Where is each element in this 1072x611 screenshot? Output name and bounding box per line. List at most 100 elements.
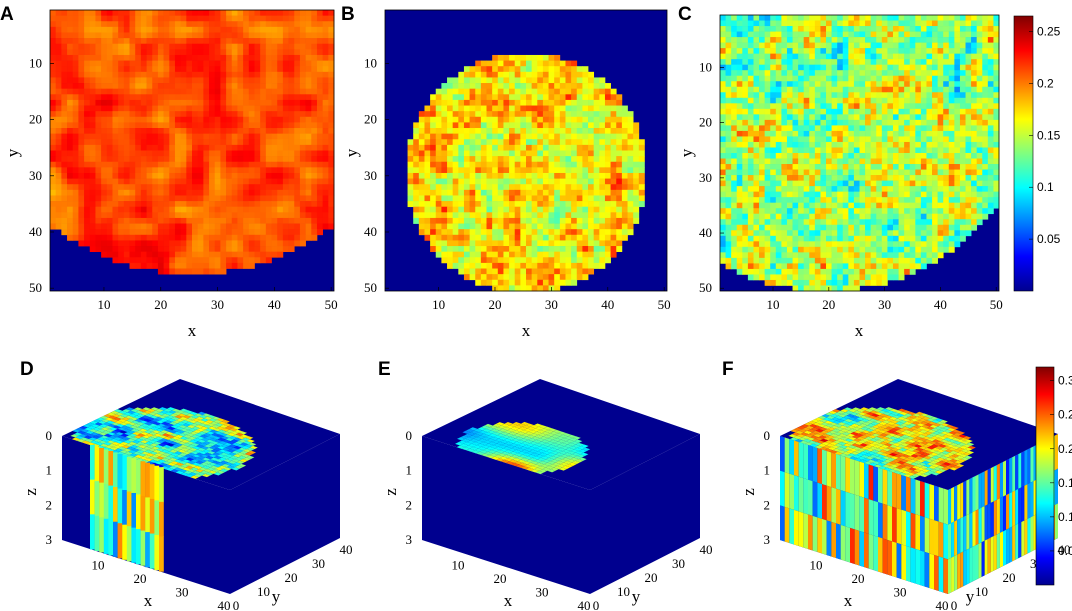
y-tick-label: 10: [617, 584, 630, 599]
y-tick-label: 10: [257, 584, 270, 599]
axes-box-a: [49, 9, 335, 292]
x-tick-label: 30: [536, 585, 549, 600]
panel-label-a: A: [0, 4, 14, 25]
colorbar-tick-label: 0.1: [1037, 180, 1054, 194]
y-tick-label: 40: [699, 225, 712, 240]
x-tick-label: 10: [432, 297, 445, 312]
x-tick-label: 30: [545, 297, 558, 312]
y-tick-label: 50: [699, 280, 712, 295]
x-axis-label-d: x: [144, 591, 153, 610]
x-tick-label: 10: [767, 297, 780, 312]
colorbar-top: 0.25 0.2 0.15 0.1 0.05: [1013, 15, 1061, 292]
z-tick-label: 2: [406, 497, 413, 512]
y-axis-label-e: y: [632, 587, 641, 606]
x-axis-label-c: x: [855, 321, 864, 340]
x-tick-label: 30: [176, 585, 189, 600]
z-axis-label-e: z: [381, 488, 400, 496]
ticks-b: 10 20 30 40 50 10 20 30 40 50: [364, 55, 671, 312]
colorbar-tick-label: 0.3: [1058, 374, 1072, 388]
y-tick-label: 30: [364, 168, 377, 183]
colorbar-tick-label: 0.05: [1058, 544, 1072, 558]
z-tick-label: 3: [406, 532, 413, 547]
colorbar-tick-label: 0.15: [1058, 476, 1072, 490]
colorbar-tick-label: 0.2: [1058, 442, 1072, 456]
panel-a: A 10 20 30 40 50 10 20 30 40 50 x y: [0, 4, 338, 340]
z-axis-label-f: z: [739, 488, 758, 496]
axes-box-c: [719, 14, 1000, 292]
x-tick-label: 30: [894, 585, 907, 600]
ticks-c: 10 20 30 40 50 10 20 30 40 50: [699, 59, 1003, 312]
x-tick-label: 30: [211, 297, 224, 312]
y-tick-label: 20: [29, 112, 42, 127]
x-axis-label-f: x: [844, 591, 853, 610]
colorbar-tick-label: 0.25: [1058, 408, 1072, 422]
y-tick-label: 10: [29, 55, 42, 70]
z-tick-label: 2: [764, 497, 771, 512]
x-tick-label: 10: [92, 558, 105, 573]
z-tick-label: 1: [406, 463, 413, 478]
y-axis-label-d: y: [272, 587, 281, 606]
panel-label-f: F: [722, 359, 734, 380]
panel-label-b: B: [341, 4, 355, 25]
y-tick-label: 30: [699, 170, 712, 185]
z-tick-label: 0: [764, 428, 771, 443]
heatmap-a: [50, 10, 335, 291]
y-tick-label: 40: [340, 542, 353, 557]
x-tick-label: 40: [218, 598, 231, 611]
z-tick-label: 1: [46, 463, 53, 478]
x-tick-label: 20: [488, 297, 501, 312]
z-tick-label: 2: [46, 497, 53, 512]
colorbar-top-gradient: [1013, 15, 1034, 292]
y-tick-label: 50: [364, 280, 377, 295]
x-tick-label: 30: [878, 297, 891, 312]
y-axis-label-f: y: [966, 587, 975, 606]
x-tick-label: 40: [601, 297, 614, 312]
cube-f: [780, 379, 1058, 594]
colorbar-bottom-gradient: [1035, 366, 1055, 586]
x-tick-label: 50: [658, 297, 671, 312]
colorbar-bottom-ticks: 0.3 0.25 0.2 0.15 0.1 0.05: [1050, 374, 1072, 558]
y-tick-label: 0: [233, 598, 240, 611]
panel-b: B 10 20 30 40 50 10 20 30 40 50 x y: [341, 4, 671, 340]
z-tick-label: 0: [46, 428, 53, 443]
panel-label-e: E: [378, 359, 391, 380]
colorbar-tick-label: 0.25: [1037, 25, 1061, 39]
z-axis-label-d: z: [21, 488, 40, 496]
x-tick-label: 40: [936, 598, 949, 611]
x-tick-label: 20: [822, 297, 835, 312]
y-tick-label: 20: [1003, 570, 1016, 585]
x-tick-label: 20: [494, 571, 507, 586]
y-axis-label-b: y: [342, 148, 361, 157]
y-tick-label: 20: [285, 570, 298, 585]
heatmap-b: [385, 10, 667, 292]
y-tick-label: 30: [672, 556, 685, 571]
y-tick-label: 40: [1058, 542, 1071, 557]
y-tick-label: 30: [29, 168, 42, 183]
z-tick-label: 3: [46, 532, 53, 547]
y-tick-label: 10: [364, 55, 377, 70]
z-tick-label: 3: [764, 532, 771, 547]
colorbar-tick-label: 0.05: [1037, 232, 1061, 246]
y-tick-label: 50: [29, 280, 42, 295]
y-tick-label: 20: [699, 115, 712, 130]
x-axis-label-a: x: [188, 321, 197, 340]
colorbar-bottom: 0.3 0.25 0.2 0.15 0.1 0.05: [1035, 366, 1072, 586]
panel-label-d: D: [20, 359, 34, 380]
x-tick-label: 10: [810, 558, 823, 573]
x-tick-label: 40: [934, 297, 947, 312]
x-tick-label: 10: [452, 558, 465, 573]
y-tick-label: 20: [364, 112, 377, 127]
y-tick-label: 0: [951, 598, 958, 611]
x-tick-label: 50: [325, 297, 338, 312]
colorbar-top-ticks: 0.25 0.2 0.15 0.1 0.05: [1029, 25, 1061, 246]
y-tick-label: 40: [700, 542, 713, 557]
x-tick-label: 10: [97, 297, 110, 312]
x-tick-label: 50: [990, 297, 1003, 312]
y-tick-label: 40: [29, 224, 42, 239]
panel-c: C 10 20 30 40 50 10 20 30 40 50 x y: [677, 4, 1003, 340]
y-axis-label-a: y: [3, 148, 22, 157]
x-tick-label: 20: [154, 297, 167, 312]
